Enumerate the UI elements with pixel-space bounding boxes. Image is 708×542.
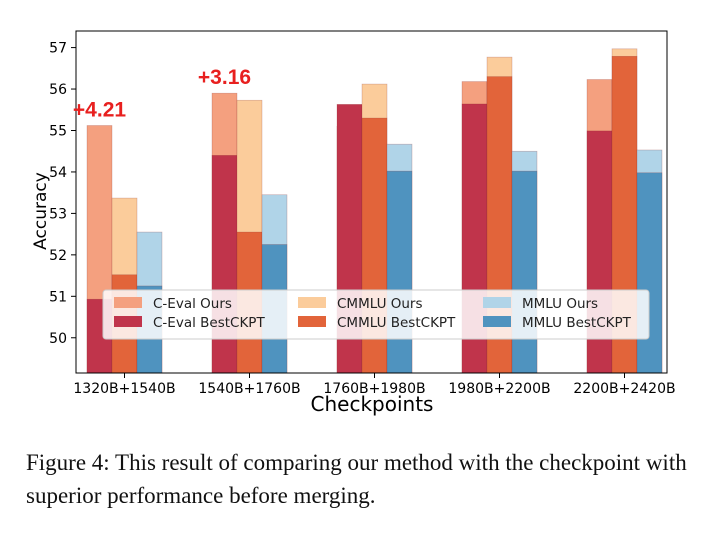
x-tick-label: 2200B+2420B <box>573 381 675 397</box>
legend-swatch-c-eval-bestckpt <box>114 316 142 327</box>
y-tick-label: 53 <box>49 206 67 222</box>
gain-annotation: +4.21 <box>73 99 126 122</box>
plot-frame <box>75 30 668 374</box>
x-axis: 1320B+1540B 1540B+1760B 1760B+1980B 1980B+2… <box>73 373 676 397</box>
y-axis: 50 51 52 53 54 55 56 57 <box>49 41 76 347</box>
x-tick-label: 1320B+1540B <box>73 381 175 397</box>
x-tick-label: 1980B+2200B <box>448 381 550 397</box>
x-tick-label: 1760B+1980B <box>323 381 425 397</box>
legend-label-cmmlu-bestckpt: CMMLU BestCKPT <box>337 315 456 331</box>
legend-box <box>102 289 650 340</box>
y-tick-label: 50 <box>49 331 67 347</box>
bar-mmlu-bestckpt-1980b-2200b <box>511 170 538 374</box>
bar-mmlu-bestckpt-2200b-2420b <box>636 172 663 374</box>
gain-annotation: +3.16 <box>198 66 251 89</box>
y-tick-label: 56 <box>49 82 67 98</box>
annotations-layer: +4.21 +3.16 <box>73 66 251 121</box>
legend-swatch-mmlu-bestckpt <box>483 316 511 327</box>
legend-label-c-eval-ours: C-Eval Ours <box>153 296 232 312</box>
y-tick-label: 51 <box>49 289 67 305</box>
y-axis-title: Accuracy <box>31 172 51 250</box>
y-tick-label: 52 <box>49 248 67 264</box>
bar-c-eval-bestckpt-1540b-1760b <box>211 155 238 374</box>
y-tick-label: 55 <box>49 123 67 139</box>
legend-label-mmlu-bestckpt: MMLU BestCKPT <box>522 315 632 331</box>
legend-swatch-mmlu-ours <box>483 297 511 308</box>
x-axis-title: Checkpoints <box>311 392 434 416</box>
legend: C-Eval Ours CMMLU Ours MMLU Ours C-Eval Bes… <box>102 289 650 340</box>
bar-mmlu-bestckpt-1760b-1980b <box>386 170 413 374</box>
legend-label-c-eval-bestckpt: C-Eval BestCKPT <box>153 315 265 331</box>
y-tick-label: 57 <box>49 41 67 57</box>
y-tick-label: 54 <box>49 165 67 181</box>
legend-swatch-cmmlu-bestckpt <box>298 316 326 327</box>
legend-label-cmmlu-ours: CMMLU Ours <box>337 296 423 312</box>
legend-swatch-c-eval-ours <box>114 297 142 308</box>
x-tick-label: 1540B+1760B <box>198 381 300 397</box>
legend-swatch-cmmlu-ours <box>298 297 326 308</box>
figure-caption: Figure 4: This result of comparing our m… <box>26 450 687 508</box>
legend-label-mmlu-ours: MMLU Ours <box>522 296 598 312</box>
